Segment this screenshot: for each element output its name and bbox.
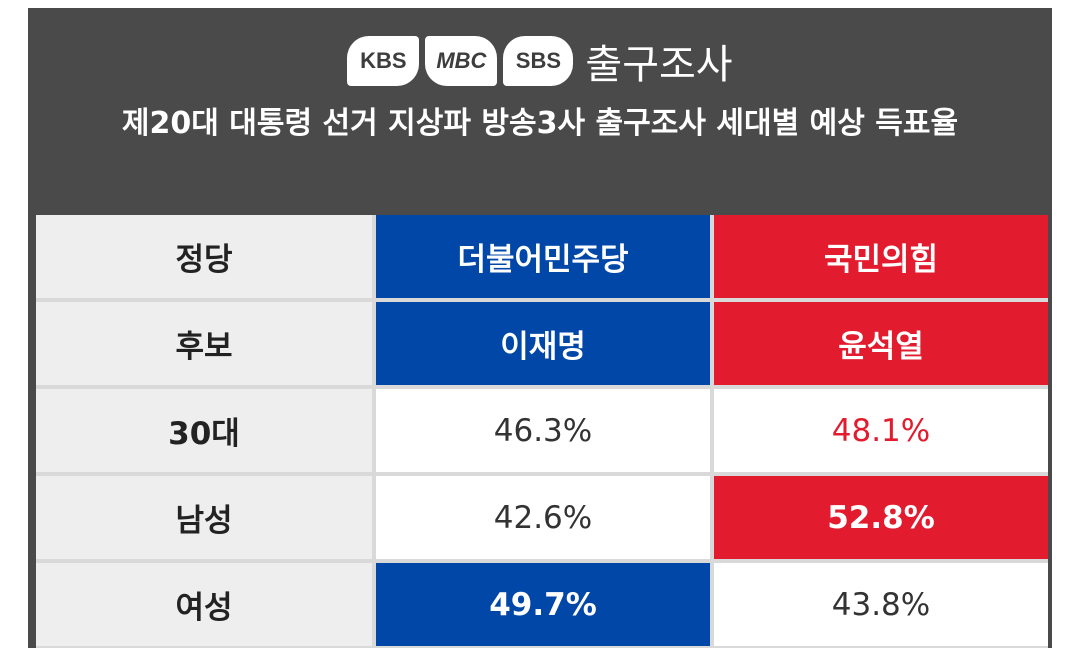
row-label-candidate: 후보	[36, 302, 372, 385]
results-table: 정당 더불어민주당 국민의힘 후보 이재명 윤석열 30대 46.3% 48.1…	[36, 215, 1048, 648]
row-label-30s: 30대	[36, 389, 372, 472]
sbs-logo: SBS	[503, 36, 574, 86]
mbc-logo: MBC	[425, 36, 498, 86]
candidate-yoon: 윤석열	[714, 302, 1048, 385]
page-subtitle: 제20대 대통령 선거 지상파 방송3사 출구조사 세대별 예상 득표율	[121, 106, 959, 141]
value-male-lee: 42.6%	[376, 476, 710, 559]
value-female-yoon: 43.8%	[714, 563, 1048, 646]
row-label-male: 남성	[36, 476, 372, 559]
candidate-lee: 이재명	[376, 302, 710, 385]
value-male-yoon: 52.8%	[714, 476, 1048, 559]
party-ppp: 국민의힘	[714, 215, 1048, 298]
party-democratic: 더불어민주당	[376, 215, 710, 298]
exit-poll-card: KBS MBC SBS 출구조사 제20대 대통령 선거 지상파 방송3사 출구…	[28, 8, 1052, 648]
value-30s-lee: 46.3%	[376, 389, 710, 472]
row-label-female: 여성	[36, 563, 372, 646]
value-30s-yoon: 48.1%	[714, 389, 1048, 472]
kbs-logo: KBS	[347, 36, 420, 86]
value-female-lee: 49.7%	[376, 563, 710, 646]
logo-row: KBS MBC SBS 출구조사	[28, 26, 1052, 96]
row-label-party: 정당	[36, 215, 372, 298]
page-title: 출구조사	[585, 42, 733, 88]
header: KBS MBC SBS 출구조사 제20대 대통령 선거 지상파 방송3사 출구…	[28, 8, 1052, 215]
